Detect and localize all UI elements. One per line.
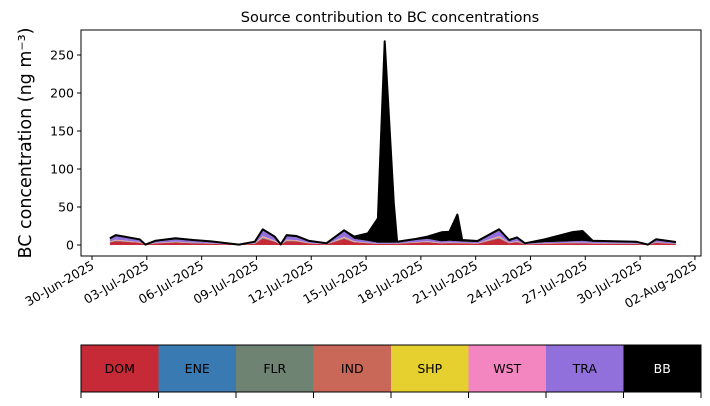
area-bb: [109, 41, 676, 245]
legend-swatch-wst: [468, 345, 546, 392]
area-dom: [109, 238, 676, 245]
legend-label-flr: FLR: [263, 361, 286, 376]
y-tick-label: 50: [58, 200, 74, 215]
total-line: [109, 40, 677, 246]
legend-label-wst: WST: [493, 361, 521, 376]
legend-label-shp: SHP: [417, 361, 442, 376]
axes: 05010015020025030-Jun-202503-Jul-202506-…: [22, 29, 702, 311]
legend-swatch-shp: [391, 345, 469, 392]
legend-label-dom: DOM: [105, 361, 135, 376]
legend-label-ene: ENE: [185, 361, 210, 376]
plot-frame: [80, 29, 702, 257]
y-tick-label: 200: [50, 86, 74, 101]
chart-title: Source contribution to BC concentrations: [241, 10, 539, 26]
legend-swatch-ind: [313, 345, 391, 392]
y-tick-label: 250: [50, 48, 74, 63]
y-tick-label: 100: [50, 162, 74, 177]
legend-swatch-bb: [623, 345, 701, 392]
legend-label-bb: BB: [654, 361, 671, 376]
stack-layers: [109, 40, 677, 246]
y-axis-label: BC concentration (ng m⁻³): [16, 28, 36, 259]
legend-label-tra: TRA: [572, 361, 598, 376]
y-tick-label: 150: [50, 124, 74, 139]
legend-swatch-ene: [158, 345, 236, 392]
y-tick-label: 0: [66, 238, 74, 253]
legend-label-ind: IND: [341, 361, 364, 376]
legend-swatch-flr: [236, 345, 314, 392]
legend-swatch-tra: [546, 345, 624, 392]
legend-swatch-dom: [81, 345, 159, 392]
legend-colorbar: DOM ENE FLR IND SHP WST TRA BB: [80, 344, 702, 398]
